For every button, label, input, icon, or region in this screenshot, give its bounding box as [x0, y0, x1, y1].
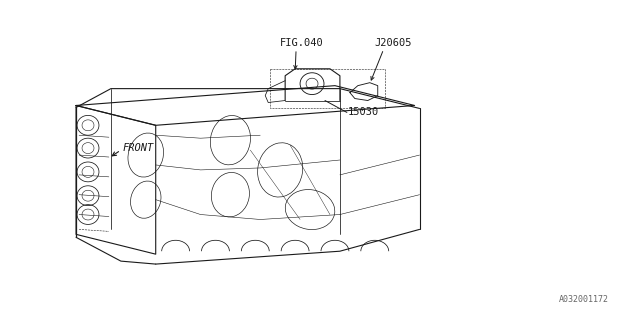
Text: J20605: J20605	[375, 38, 412, 48]
Text: FRONT: FRONT	[123, 143, 154, 153]
Text: 15030: 15030	[348, 108, 379, 117]
Text: A032001172: A032001172	[559, 295, 609, 304]
Text: FIG.040: FIG.040	[280, 38, 324, 48]
